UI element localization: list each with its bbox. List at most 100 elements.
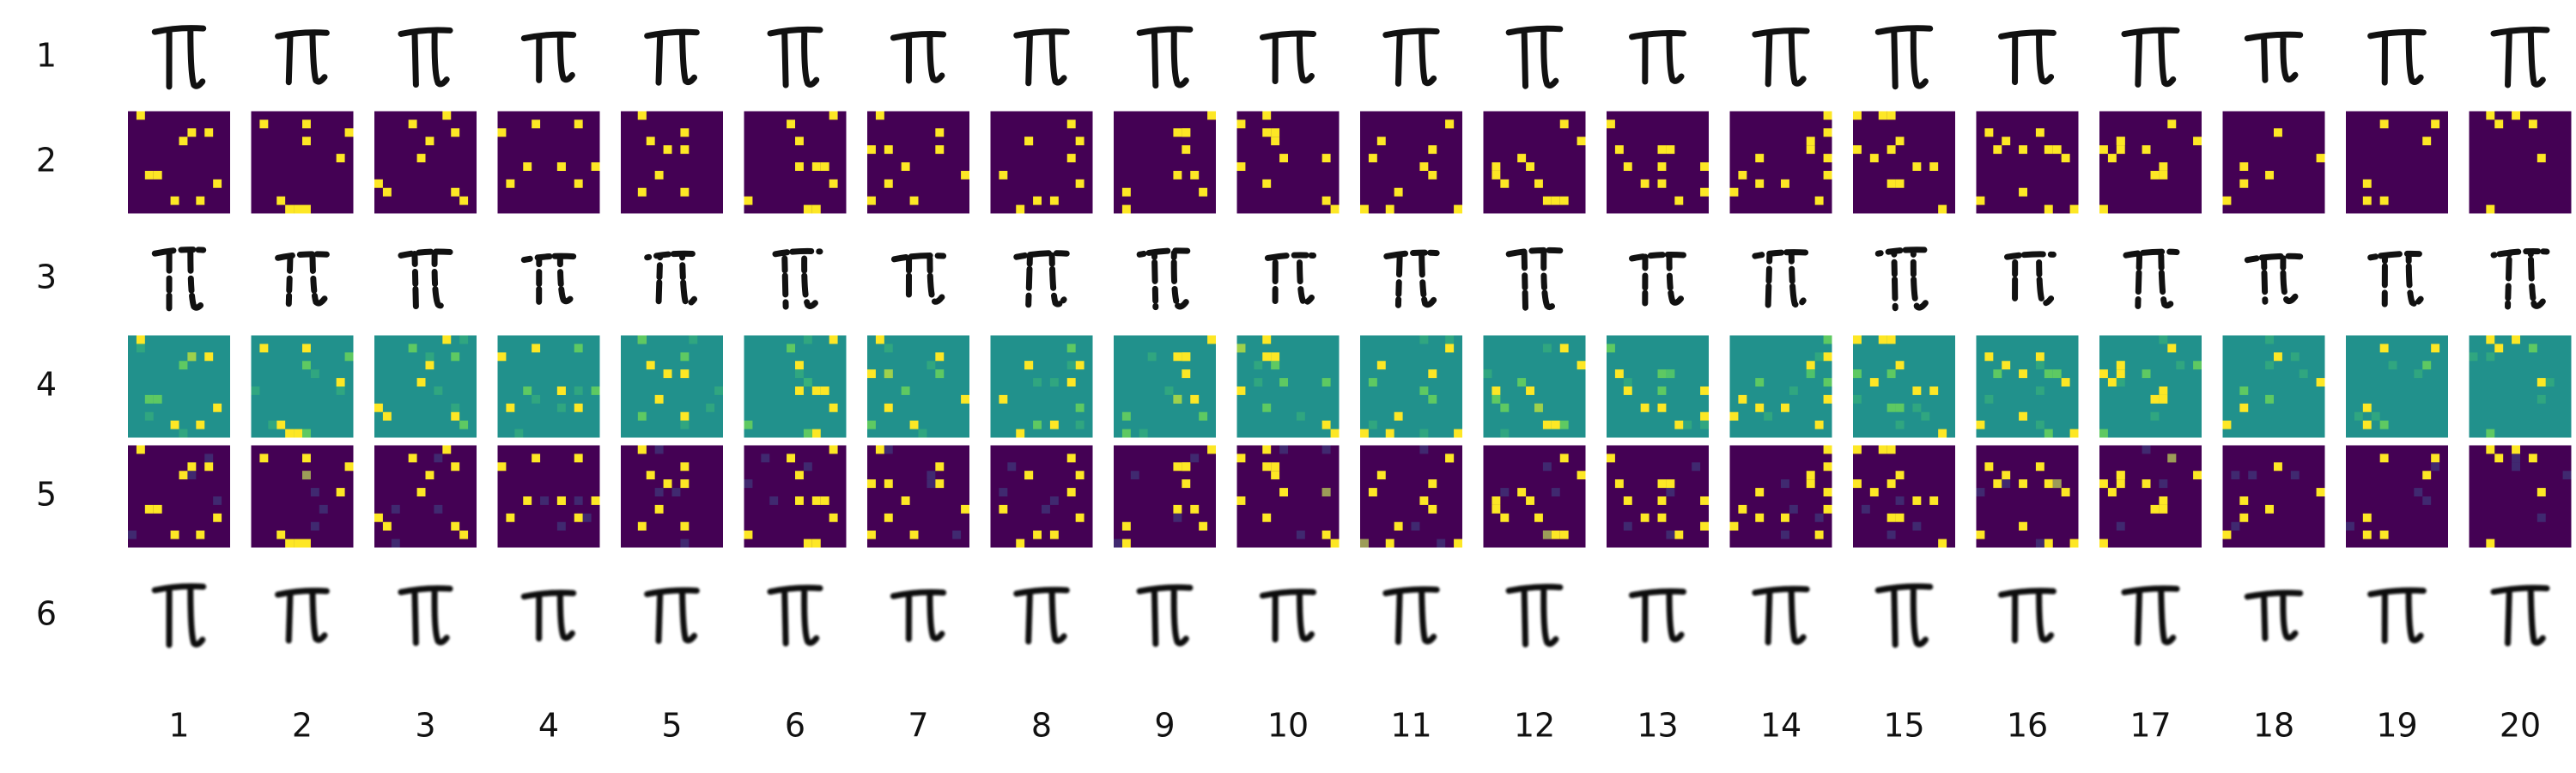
original-glyph-stroke — [1998, 29, 2057, 86]
code-recon — [374, 445, 477, 548]
code-map — [621, 111, 723, 214]
code-map-pixel — [637, 187, 647, 197]
code-recon-faint-pixel — [2290, 471, 2300, 480]
code-logits-faint-pixel — [2265, 335, 2274, 344]
code-map-pixel — [961, 170, 969, 180]
code-logits-faint-pixel — [574, 386, 583, 395]
corrupted-glyph — [2490, 248, 2550, 310]
code-recon-pixel — [1033, 530, 1042, 539]
code-recon-pixel — [2159, 504, 2168, 514]
code-recon-faint-pixel — [1321, 445, 1331, 454]
code-recon-pixel — [1976, 530, 1985, 539]
reconstructed-glyph-stroke — [1013, 587, 1070, 645]
code-recon-pixel — [2069, 539, 2079, 548]
code-map — [1976, 111, 2079, 214]
code-logits — [128, 335, 230, 438]
code-recon — [1360, 445, 1462, 548]
column-label: 8 — [1031, 707, 1052, 745]
code-logits-pixel — [2167, 344, 2177, 353]
code-logits-pixel — [196, 420, 205, 429]
code-logits-pixel — [1886, 403, 1896, 412]
code-map-pixel — [1033, 196, 1042, 205]
code-logits-pixel — [1895, 403, 1905, 412]
code-recon-pixel — [1886, 479, 1896, 489]
reconstructed-glyph-stroke — [1998, 587, 2057, 644]
code-recon-pixel — [1279, 488, 1288, 496]
corrupted-glyph — [520, 253, 577, 305]
code-map-background — [497, 111, 600, 214]
code-recon-pixel — [1066, 488, 1076, 496]
column-label: 7 — [908, 707, 928, 745]
row-label: 1 — [36, 37, 57, 75]
code-recon — [621, 445, 723, 548]
code-map-pixel — [2107, 154, 2117, 162]
code-recon-pixel — [1075, 513, 1084, 522]
code-logits-pixel — [1577, 361, 1586, 370]
column-label: 1 — [168, 707, 189, 745]
code-logits-faint-pixel — [2035, 386, 2044, 395]
code-recon-pixel — [2379, 453, 2389, 463]
code-recon-pixel — [1500, 513, 1510, 522]
code-logits-pixel — [344, 352, 354, 362]
code-logits-pixel — [1929, 386, 1939, 395]
code-map-pixel — [302, 119, 311, 129]
code-recon-pixel — [1912, 496, 1922, 505]
code-logits-pixel — [1271, 361, 1280, 370]
code-recon-pixel — [2486, 445, 2495, 454]
code-map — [867, 111, 969, 214]
code-logits-faint-pixel — [2265, 361, 2274, 370]
original-glyph-stroke — [398, 27, 453, 88]
code-logits-pixel — [1559, 344, 1569, 353]
code-logits-background — [497, 335, 600, 438]
code-recon-pixel — [153, 504, 162, 514]
code-logits-pixel — [2150, 394, 2160, 404]
code-map-pixel — [1823, 128, 1832, 137]
code-recon-pixel — [2193, 471, 2202, 480]
code-recon-pixel — [901, 496, 910, 505]
code-map-pixel — [2379, 196, 2389, 205]
original-glyph-stroke — [1505, 25, 1564, 89]
code-recon-faint-pixel — [2052, 479, 2062, 489]
code-logits-pixel — [1993, 369, 2002, 379]
code-recon-faint-pixel — [1781, 479, 1789, 489]
code-recon-faint-pixel — [1419, 445, 1429, 454]
code-logits-faint-pixel — [2150, 411, 2160, 421]
code-map-pixel — [1929, 162, 1939, 171]
code-recon-pixel — [2362, 530, 2372, 539]
code-logits-faint-pixel — [1623, 378, 1632, 386]
code-recon-pixel — [2316, 488, 2325, 496]
code-recon-faint-pixel — [1411, 521, 1420, 531]
code-recon-pixel — [1878, 445, 1887, 454]
code-logits-pixel — [1279, 378, 1288, 386]
original-glyph — [2244, 31, 2304, 83]
original-glyph — [644, 28, 700, 86]
code-logits — [2222, 335, 2325, 438]
code-logits-pixel — [2107, 378, 2117, 386]
code-logits-pixel — [829, 335, 838, 344]
original-glyph — [1505, 25, 1564, 89]
code-map-background — [621, 111, 723, 214]
code-logits-pixel — [1814, 420, 1824, 429]
code-logits-faint-pixel — [2469, 352, 2478, 362]
code-logits-faint-pixel — [795, 369, 804, 379]
code-recon-faint-pixel — [310, 521, 319, 531]
code-logits-pixel — [1614, 369, 1624, 379]
code-map — [2346, 111, 2448, 214]
code-map-pixel — [680, 187, 690, 197]
code-map-pixel — [1806, 137, 1815, 146]
code-recon-pixel — [144, 504, 154, 514]
code-map-pixel — [1419, 162, 1429, 171]
code-recon-pixel — [2116, 471, 2125, 480]
code-logits-faint-pixel — [689, 335, 698, 344]
code-logits-faint-pixel — [1139, 429, 1148, 438]
code-map-pixel — [1614, 145, 1624, 155]
code-logits-faint-pixel — [2159, 335, 2168, 344]
original-glyph — [2490, 27, 2550, 88]
code-logits-faint-pixel — [884, 369, 893, 379]
corrupted-glyph-stroke — [1382, 249, 1440, 308]
original-glyph — [275, 29, 330, 86]
code-map-pixel — [532, 119, 541, 129]
code-map-pixel — [1755, 154, 1765, 162]
code-recon — [2469, 445, 2572, 548]
code-recon-faint-pixel — [680, 539, 690, 548]
